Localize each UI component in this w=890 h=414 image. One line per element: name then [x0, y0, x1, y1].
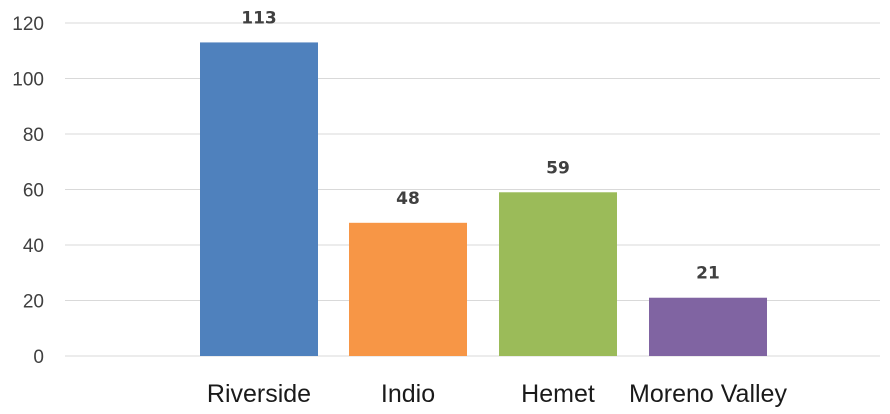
bar-hemet [499, 192, 617, 356]
y-tick-label: 60 [23, 181, 44, 202]
x-tick-label-indio: Indio [381, 380, 435, 408]
y-axis-ticks: 0 20 40 60 80 100 120 [12, 14, 44, 368]
y-tick-label: 40 [23, 236, 44, 257]
data-label-moreno-valley: 21 [696, 264, 720, 284]
bar-riverside [200, 42, 318, 357]
y-tick-label: 80 [23, 125, 44, 146]
x-tick-label-moreno-valley: Moreno Valley [629, 380, 787, 408]
data-label-hemet: 59 [546, 158, 570, 178]
y-tick-label: 20 [23, 292, 44, 313]
bars [200, 42, 767, 357]
x-tick-label-hemet: Hemet [521, 380, 595, 408]
y-tick-label: 100 [12, 70, 44, 91]
data-label-riverside: 113 [241, 8, 277, 28]
data-labels: 113 48 59 21 [241, 8, 720, 283]
data-label-indio: 48 [396, 189, 420, 209]
x-tick-label-riverside: Riverside [207, 380, 311, 408]
bar-indio [349, 222, 467, 356]
bar-moreno-valley [649, 297, 767, 356]
x-axis-ticks: Riverside Indio Hemet Moreno Valley [207, 380, 788, 408]
y-tick-label: 0 [33, 347, 44, 368]
y-tick-label: 120 [12, 14, 44, 35]
